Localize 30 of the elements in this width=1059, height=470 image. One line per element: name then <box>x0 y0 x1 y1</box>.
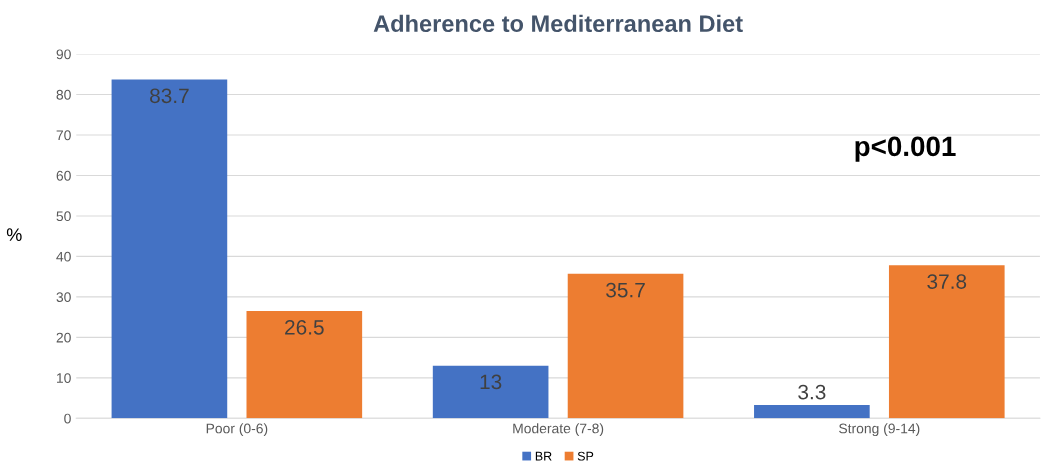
y-axis-title: % <box>6 228 22 241</box>
y-tick-label: 30 <box>56 292 71 303</box>
y-tick-label: 50 <box>56 211 71 222</box>
y-tick-label: 70 <box>56 130 71 141</box>
data-label: 26.5 <box>285 319 324 335</box>
y-tick-label: 90 <box>56 49 71 60</box>
y-tick-label: 80 <box>56 89 71 100</box>
x-tick-label: Poor (0-6) <box>206 423 268 437</box>
annotation: p<0.001 <box>855 136 956 162</box>
y-tick-label: 20 <box>56 332 71 343</box>
data-label: 13 <box>480 374 502 390</box>
chart-title: Adherence to Mediterranean Diet <box>373 14 743 33</box>
data-label: 37.8 <box>927 274 967 289</box>
x-tick-label: Moderate (7-8) <box>513 423 604 437</box>
y-tick-label: 10 <box>57 373 71 383</box>
bar <box>888 265 1005 419</box>
bar <box>111 79 228 419</box>
bar <box>432 365 549 419</box>
legend-label: BR <box>535 451 552 461</box>
y-tick-label: 60 <box>56 170 71 181</box>
data-label: 35.7 <box>606 282 645 298</box>
y-tick-label: 0 <box>64 413 71 424</box>
legend-label: SP <box>577 451 594 461</box>
data-label: 3.3 <box>798 384 826 400</box>
y-tick-label: 40 <box>56 251 71 262</box>
bar <box>754 404 870 419</box>
x-tick-label: Strong (9-14) <box>839 423 920 437</box>
bar <box>246 311 363 419</box>
bar <box>567 273 684 419</box>
data-label: 83.7 <box>150 88 189 104</box>
